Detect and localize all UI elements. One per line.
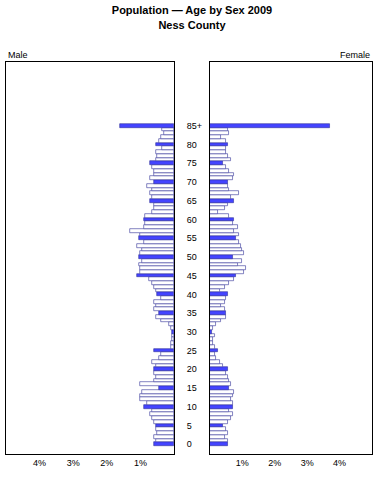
svg-text:80: 80	[187, 140, 197, 150]
svg-text:65: 65	[187, 196, 197, 206]
svg-text:1%: 1%	[236, 458, 249, 468]
svg-text:5: 5	[187, 421, 192, 431]
svg-text:15: 15	[187, 383, 197, 393]
svg-text:3%: 3%	[301, 458, 314, 468]
svg-text:70: 70	[187, 177, 197, 187]
svg-text:35: 35	[187, 308, 197, 318]
svg-text:55: 55	[187, 233, 197, 243]
svg-text:Female: Female	[340, 50, 370, 60]
svg-text:85+: 85+	[187, 121, 202, 131]
svg-text:60: 60	[187, 215, 197, 225]
svg-text:2%: 2%	[100, 458, 113, 468]
svg-text:30: 30	[187, 327, 197, 337]
svg-text:25: 25	[187, 346, 197, 356]
svg-text:50: 50	[187, 252, 197, 262]
svg-text:10: 10	[187, 402, 197, 412]
svg-text:3%: 3%	[67, 458, 80, 468]
svg-text:1%: 1%	[134, 458, 147, 468]
svg-text:75: 75	[187, 158, 197, 168]
svg-text:4%: 4%	[33, 458, 46, 468]
svg-text:Population — Age by Sex 2009Ne: Population — Age by Sex 2009Ness County	[112, 4, 272, 30]
svg-text:0: 0	[187, 439, 192, 449]
svg-text:Male: Male	[8, 50, 28, 60]
svg-text:4%: 4%	[333, 458, 346, 468]
svg-text:45: 45	[187, 271, 197, 281]
svg-text:2%: 2%	[268, 458, 281, 468]
svg-text:40: 40	[187, 290, 197, 300]
svg-text:20: 20	[187, 364, 197, 374]
